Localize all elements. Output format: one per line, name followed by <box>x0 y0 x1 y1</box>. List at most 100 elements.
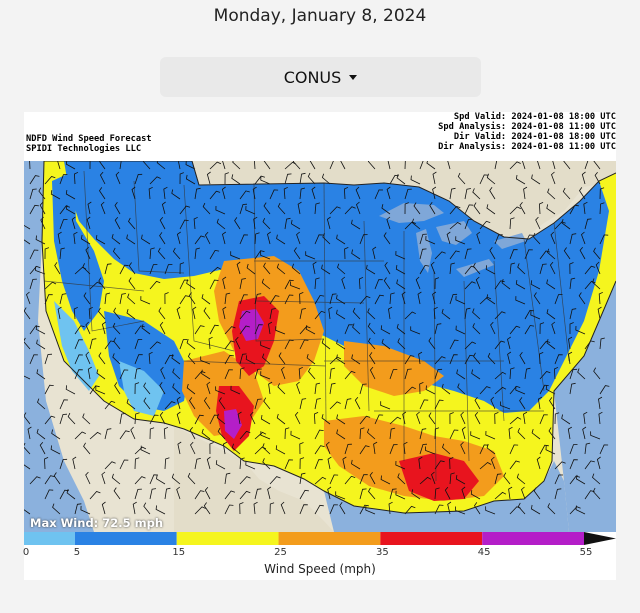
map-credit: SPIDI Technologies LLC <box>26 144 142 154</box>
wind-barb <box>260 176 271 185</box>
wind-barb <box>428 337 436 350</box>
wind-barb <box>413 202 421 215</box>
wind-barb <box>192 306 197 320</box>
wind-barb <box>449 429 459 440</box>
wind-barb <box>485 265 496 275</box>
wind-barb <box>149 264 158 275</box>
wind-barb <box>280 501 286 515</box>
wind-barb <box>209 266 222 275</box>
wind-barb <box>339 502 346 515</box>
wind-barb <box>449 250 460 260</box>
wind-barb <box>104 292 111 305</box>
region-select[interactable]: CONUS <box>160 57 481 97</box>
wind-speed-map[interactable]: Max Wind: 72.5 mph <box>24 161 616 532</box>
wind-barb <box>425 446 436 455</box>
wind-barb <box>552 161 556 170</box>
wind-barb <box>343 186 349 200</box>
wind-barb <box>290 219 301 230</box>
wind-barb <box>479 444 489 455</box>
wind-barb <box>434 504 444 515</box>
wind-barb <box>434 277 440 290</box>
wind-barb <box>164 457 170 470</box>
wind-barb <box>536 456 541 470</box>
wind-barb <box>367 161 376 170</box>
wind-barb <box>524 367 531 380</box>
wind-barb <box>509 367 515 380</box>
wind-barb <box>134 173 143 185</box>
wind-barb <box>341 276 346 290</box>
wind-barb <box>369 366 376 380</box>
wind-barb <box>501 278 511 290</box>
wind-barb <box>230 385 241 395</box>
wind-barb <box>134 368 141 380</box>
wind-barb <box>395 265 406 275</box>
wind-barb <box>599 187 605 200</box>
wind-barb <box>539 340 551 350</box>
wind-barb <box>204 231 211 245</box>
wind-barb <box>179 262 185 275</box>
wind-barb <box>253 216 258 230</box>
wind-barb <box>252 186 257 200</box>
wind-barb <box>404 202 409 215</box>
wind-barb <box>539 384 549 395</box>
wind-barb <box>599 234 609 245</box>
wind-barb <box>598 411 603 425</box>
wind-barb <box>568 336 573 350</box>
wind-barb <box>263 161 271 170</box>
caret-down-icon <box>349 74 358 80</box>
wind-barb <box>74 325 85 335</box>
wind-barb <box>344 324 353 335</box>
wind-barb <box>269 308 276 320</box>
wind-barb <box>508 426 513 440</box>
wind-barb <box>59 174 68 185</box>
wind-barb <box>456 369 466 380</box>
wind-barb <box>126 398 136 410</box>
wind-barb <box>374 189 384 200</box>
wind-barb <box>171 189 181 200</box>
wind-barb <box>449 222 462 230</box>
wind-barb <box>336 294 346 305</box>
wind-barb <box>561 218 571 230</box>
wind-barb <box>95 386 106 395</box>
wind-barb <box>185 161 196 170</box>
wind-barb <box>474 502 481 515</box>
wind-barb <box>367 308 376 320</box>
wind-barb <box>44 457 49 470</box>
wind-barb <box>119 161 122 170</box>
wind-barb <box>176 231 181 245</box>
wind-barb <box>202 202 211 215</box>
wind-barb <box>101 321 106 335</box>
wind-barb <box>239 278 246 290</box>
wind-barb <box>590 431 601 440</box>
wind-barb <box>569 308 577 320</box>
wind-barb <box>73 231 78 245</box>
wind-barb <box>239 430 251 440</box>
wind-barb <box>366 264 376 275</box>
wind-barb <box>194 458 201 470</box>
wind-barb <box>474 396 481 410</box>
wind-barb <box>99 187 106 200</box>
wind-barb <box>115 171 121 185</box>
wind-barb <box>464 281 476 290</box>
wind-barb <box>159 321 166 335</box>
canada-region <box>184 161 616 239</box>
wind-barb <box>314 459 323 470</box>
wind-barb <box>284 279 294 290</box>
wind-barb <box>475 276 481 290</box>
wind-barb <box>554 474 564 485</box>
wind-barb <box>471 369 481 380</box>
wind-barb <box>163 426 169 440</box>
wind-barb <box>276 263 286 275</box>
wind-barb <box>224 172 229 185</box>
wind-barb <box>473 352 481 365</box>
wind-barb <box>262 443 271 455</box>
wind-barb <box>593 367 601 380</box>
wind-barb <box>404 505 416 515</box>
wind-barb <box>89 338 97 350</box>
wind-barb <box>569 444 578 455</box>
wind-barb <box>599 337 605 350</box>
wind-barb <box>384 261 391 275</box>
wind-barb <box>24 239 31 245</box>
wind-barb <box>39 441 46 455</box>
wind-barb <box>141 324 151 335</box>
